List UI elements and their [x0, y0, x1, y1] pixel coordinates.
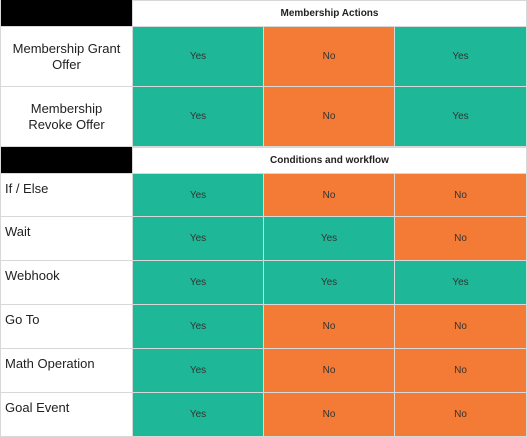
table-row: If / Else Yes No No	[0, 174, 527, 217]
value-cell: Yes	[395, 27, 527, 87]
value-cell: Yes	[133, 87, 264, 147]
row-label: Go To	[0, 305, 133, 349]
table-row: Math Operation Yes No No	[0, 349, 527, 393]
value-cell: Yes	[133, 217, 264, 261]
value-cell: No	[264, 27, 395, 87]
value-cell: No	[264, 87, 395, 147]
table-row: Go To Yes No No	[0, 305, 527, 349]
section-header-black-block	[0, 147, 133, 174]
table-row: Webhook Yes Yes Yes	[0, 261, 527, 305]
value-cell: Yes	[133, 261, 264, 305]
value-cell: Yes	[133, 349, 264, 393]
row-label: Math Operation	[0, 349, 133, 393]
value-cell: Yes	[395, 261, 527, 305]
value-cell: No	[264, 393, 395, 437]
value-cell: Yes	[395, 87, 527, 147]
value-cell: Yes	[133, 305, 264, 349]
value-cell: No	[395, 174, 527, 217]
row-label: Membership Grant Offer	[0, 27, 133, 87]
row-label: If / Else	[0, 174, 133, 217]
row-label: Webhook	[0, 261, 133, 305]
row-label: Goal Event	[0, 393, 133, 437]
value-cell: No	[395, 305, 527, 349]
section-header-row: Conditions and workflow	[0, 147, 527, 174]
table-row: Wait Yes Yes No	[0, 217, 527, 261]
value-cell: Yes	[264, 261, 395, 305]
table-row: Membership Grant Offer Yes No Yes	[0, 27, 527, 87]
row-label: Membership Revoke Offer	[0, 87, 133, 147]
value-cell: No	[264, 174, 395, 217]
table-row: Goal Event Yes No No	[0, 393, 527, 437]
value-cell: No	[395, 349, 527, 393]
section-header-black-block	[0, 0, 133, 27]
value-cell: No	[395, 217, 527, 261]
section-header-row: Membership Actions	[0, 0, 527, 27]
row-label: Wait	[0, 217, 133, 261]
value-cell: Yes	[133, 174, 264, 217]
value-cell: No	[264, 305, 395, 349]
value-cell: Yes	[133, 393, 264, 437]
value-cell: No	[395, 393, 527, 437]
value-cell: Yes	[133, 27, 264, 87]
section-title: Conditions and workflow	[133, 147, 527, 174]
value-cell: No	[264, 349, 395, 393]
value-cell: Yes	[264, 217, 395, 261]
table-row: Membership Revoke Offer Yes No Yes	[0, 87, 527, 147]
section-title: Membership Actions	[133, 0, 527, 27]
